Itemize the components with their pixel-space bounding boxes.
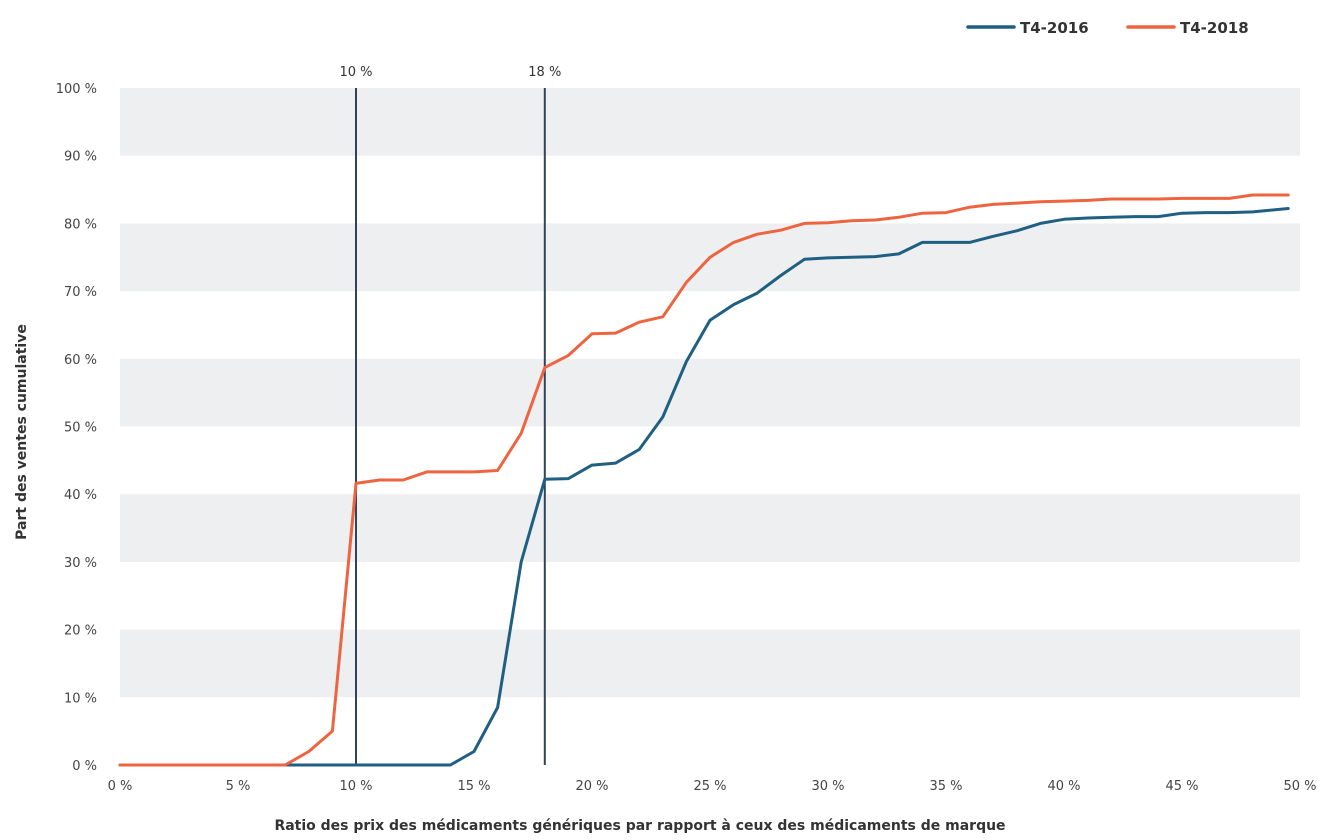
grid-bands (120, 88, 1300, 698)
x-tick-label: 25 % (693, 779, 726, 794)
y-axis-tick-labels: 0 % 10 % 20 % 30 % 40 % 50 % 60 % 70 % 80 % 90 % 1… (56, 82, 97, 774)
y-tick-label: 80 % (64, 217, 97, 232)
reference-lines: 10 % 18 % (339, 65, 561, 765)
x-axis-tick-labels: 0 % 5 % 10 % 15 % 20 % 25 % 30 % 35 % 40 % 45 % 50… (108, 779, 1317, 794)
x-tick-label: 40 % (1047, 779, 1080, 794)
y-tick-label: 70 % (64, 285, 97, 300)
series-line-t4-2018 (118, 193, 1290, 767)
grid-band (120, 358, 1300, 427)
reference-line-label: 10 % (339, 65, 372, 80)
y-tick-label: 100 % (56, 82, 97, 97)
y-tick-label: 30 % (64, 556, 97, 571)
series-lines (118, 193, 1290, 767)
legend-label: T4-2016 (1020, 19, 1089, 37)
x-tick-label: 5 % (226, 779, 251, 794)
grid-band (120, 88, 1300, 156)
y-tick-label: 0 % (72, 759, 97, 774)
x-tick-label: 30 % (811, 779, 844, 794)
x-tick-label: 20 % (575, 779, 608, 794)
x-tick-label: 35 % (929, 779, 962, 794)
x-tick-label: 45 % (1165, 779, 1198, 794)
y-axis-title: Part des ventes cumulative (14, 324, 30, 540)
legend-label: T4-2018 (1180, 19, 1249, 37)
x-tick-label: 10 % (339, 779, 372, 794)
y-tick-label: 50 % (64, 421, 97, 436)
y-tick-label: 40 % (64, 488, 97, 503)
reference-line-label: 18 % (528, 65, 561, 80)
y-tick-label: 20 % (64, 624, 97, 639)
grid-band (120, 629, 1300, 698)
x-tick-label: 15 % (457, 779, 490, 794)
y-tick-label: 90 % (64, 150, 97, 165)
y-tick-label: 60 % (64, 353, 97, 368)
y-tick-label: 10 % (64, 691, 97, 706)
x-axis-title: Ratio des prix des médicaments générique… (274, 818, 1005, 834)
x-tick-label: 50 % (1283, 779, 1316, 794)
legend: T4-2016 T4-2018 (966, 19, 1249, 37)
x-tick-label: 0 % (108, 779, 133, 794)
grid-band (120, 494, 1300, 562)
series-line-t4-2016 (118, 207, 1290, 767)
